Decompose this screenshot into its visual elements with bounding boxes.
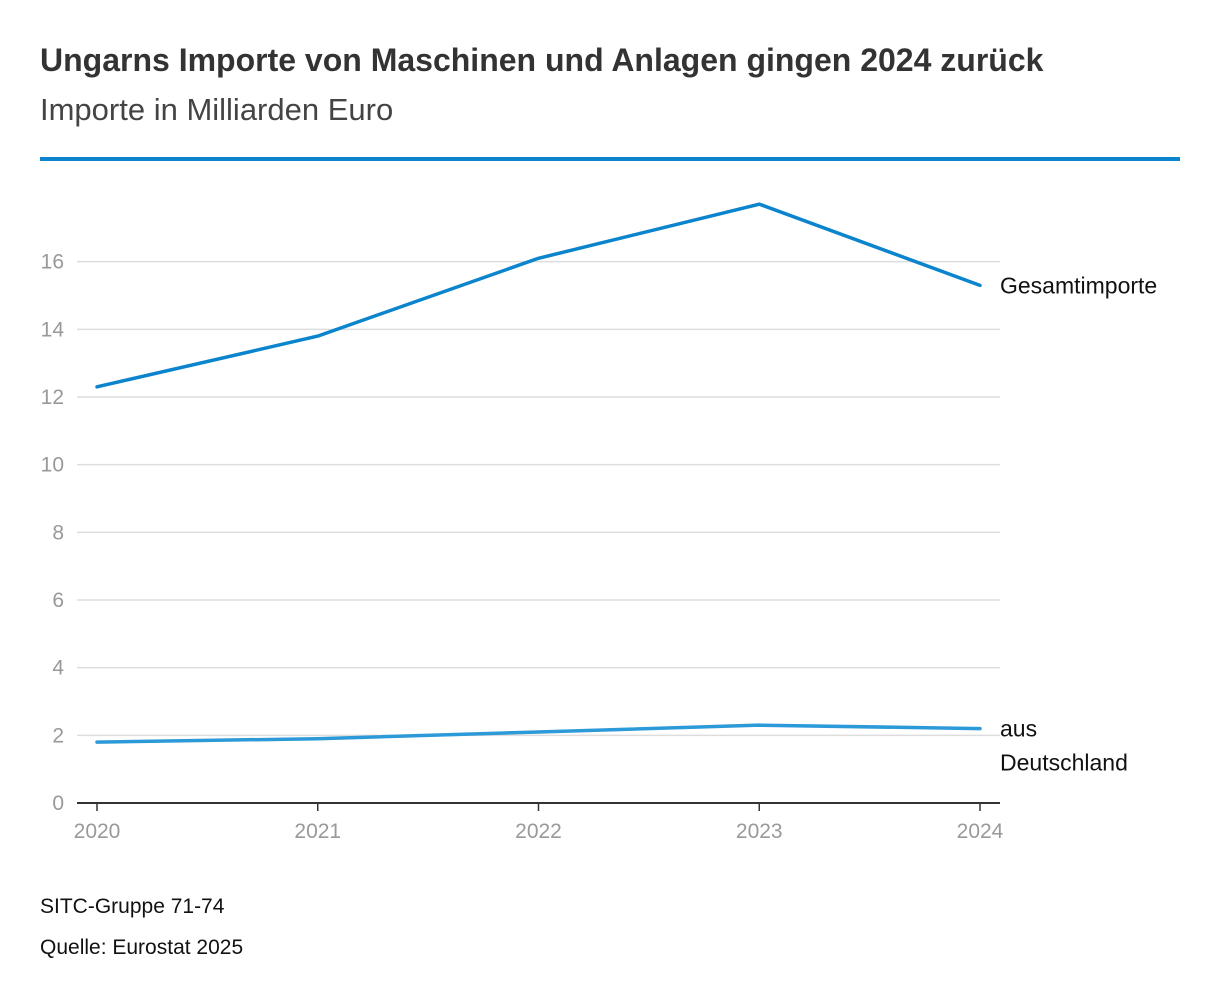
y-tick-label-4: 4 <box>52 657 64 680</box>
series-label-line: Gesamtimporte <box>1000 272 1157 298</box>
y-tick-label-8: 8 <box>52 521 64 544</box>
y-tick-label-2: 2 <box>52 724 64 747</box>
y-tick-label-0: 0 <box>52 792 64 815</box>
header-divider <box>40 157 1180 161</box>
series-label-line: Deutschland <box>1000 750 1128 776</box>
series-label-gesamtimporte: Gesamtimporte <box>1000 272 1157 298</box>
series-label-aus-deutschland: aus Deutschland <box>1000 716 1128 776</box>
chart-title: Ungarns Importe von Maschinen und Anlage… <box>40 42 1044 78</box>
chart-subtitle: Importe in Milliarden Euro <box>40 92 394 127</box>
series-label-line: aus <box>1000 716 1037 742</box>
x-tick-label-2022: 2022 <box>515 820 562 843</box>
series-line-gesamtimporte <box>95 202 982 389</box>
grid-lines <box>77 260 1000 737</box>
axes: 0 2 4 6 8 10 12 14 16 2020 2021 2022 2023 2024 <box>41 251 1004 843</box>
x-tick-label-2024: 2024 <box>957 820 1004 843</box>
y-tick-label-6: 6 <box>52 589 64 612</box>
y-tick-label-16: 16 <box>41 251 64 274</box>
x-tick-label-2021: 2021 <box>294 820 341 843</box>
series-line-aus-deutschland <box>95 723 982 744</box>
x-tick-label-2023: 2023 <box>736 820 783 843</box>
footnote-sitc: SITC-Gruppe 71-74 <box>40 895 225 918</box>
y-tick-label-10: 10 <box>41 454 64 477</box>
series-labels: Gesamtimporte aus Deutschland <box>1000 272 1157 775</box>
x-tick-label-2020: 2020 <box>74 820 121 843</box>
footnote-source: Quelle: Eurostat 2025 <box>40 936 244 959</box>
y-tick-label-12: 12 <box>41 386 64 409</box>
y-tick-label-14: 14 <box>41 318 65 341</box>
series-lines <box>95 202 982 744</box>
